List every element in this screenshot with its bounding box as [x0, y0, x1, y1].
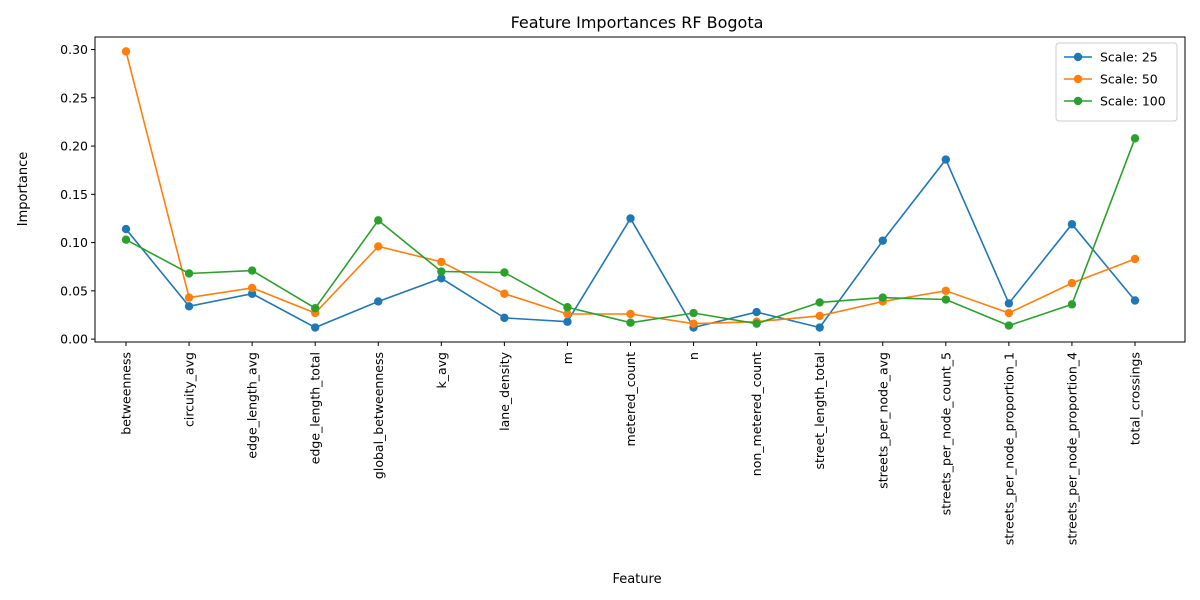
data-point	[1004, 321, 1014, 330]
data-point	[310, 323, 320, 332]
data-point	[689, 319, 698, 328]
x-tick-label: circuity_avg	[182, 352, 197, 427]
data-point	[500, 289, 509, 298]
x-tick-label: edge_length_avg	[245, 352, 260, 459]
data-point	[626, 318, 635, 327]
data-point	[815, 323, 824, 332]
y-tick-label: 0.20	[60, 139, 88, 154]
data-point	[689, 308, 698, 318]
data-point	[1067, 220, 1077, 229]
data-point	[247, 266, 257, 275]
y-tick-label: 0.30	[60, 42, 88, 57]
legend: Scale: 25 Scale: 50 Scale: 100	[1055, 42, 1178, 122]
x-tick-label: streets_per_node_proportion_4	[1064, 352, 1079, 545]
data-point	[310, 304, 320, 313]
y-tick-label: 0.05	[60, 283, 88, 298]
y-axis-label: Importance	[16, 152, 31, 227]
data-point	[1004, 308, 1014, 318]
x-tick-label: total_crossings	[1128, 352, 1143, 445]
data-point	[121, 224, 131, 234]
x-tick-label: non_metered_count	[749, 352, 764, 476]
data-point	[941, 286, 951, 296]
data-point	[563, 317, 572, 326]
x-tick-label: street_length_total	[812, 352, 827, 470]
x-tick-label: global_betweenness	[371, 352, 386, 479]
x-axis-label: Feature	[612, 572, 661, 587]
chart-title: Feature Importances RF Bogota	[511, 13, 764, 32]
y-tick-label: 0.10	[60, 235, 88, 250]
data-point	[878, 293, 887, 302]
series-line	[125, 51, 1136, 325]
x-tick-label: edge_length_total	[308, 352, 323, 464]
data-point	[247, 283, 257, 293]
x-tick-label: m	[560, 352, 575, 364]
y-tick-label: 0.00	[60, 332, 88, 347]
data-point	[941, 155, 951, 164]
data-point	[752, 307, 761, 317]
data-point	[1067, 278, 1077, 288]
data-point	[941, 295, 951, 304]
x-tick-label: streets_per_node_proportion_1	[1001, 352, 1016, 545]
data-point	[1130, 134, 1140, 143]
data-point	[247, 289, 257, 298]
data-point	[121, 47, 131, 56]
y-tick-label: 0.15	[60, 187, 88, 202]
legend-marker	[1073, 96, 1083, 106]
data-point	[500, 313, 509, 323]
data-point	[374, 242, 383, 251]
data-point	[121, 235, 131, 244]
data-point	[752, 319, 761, 328]
x-tick-label: lane_density	[497, 351, 512, 430]
legend-marker	[1073, 52, 1083, 62]
data-point	[500, 268, 509, 277]
x-tick-label: streets_per_node_avg	[875, 352, 890, 489]
data-point	[437, 267, 446, 276]
data-point	[563, 309, 572, 319]
x-tick-label: metered_count	[623, 352, 638, 447]
legend-label: Scale: 25	[1100, 50, 1158, 65]
x-tick-label: k_avg	[434, 352, 449, 388]
data-point	[563, 303, 572, 312]
data-point	[437, 274, 446, 283]
data-point	[184, 293, 194, 302]
data-point	[878, 236, 887, 245]
data-point	[184, 302, 194, 311]
plot-frame	[94, 36, 1186, 343]
x-tick-label: streets_per_node_count_5	[938, 352, 953, 515]
x-tick-label: n	[686, 352, 701, 360]
data-point	[184, 269, 194, 278]
x-tick-label: betweenness	[119, 352, 134, 435]
plot-area: 0.00 0.05 0.10 0.15 0.20 0.25 0.30 betweenness c…	[60, 36, 1186, 545]
y-tick-label: 0.25	[60, 90, 88, 105]
data-point	[374, 297, 383, 306]
data-point	[815, 311, 824, 321]
series-line	[125, 158, 1136, 329]
legend-label: Scale: 50	[1100, 72, 1158, 87]
legend-label: Scale: 100	[1100, 94, 1166, 109]
data-point	[626, 309, 635, 319]
data-point	[1004, 299, 1014, 308]
data-point	[374, 216, 383, 225]
data-point	[1067, 300, 1077, 309]
data-point	[815, 298, 824, 307]
data-point	[1130, 254, 1140, 264]
data-point	[626, 214, 635, 223]
data-point	[1130, 296, 1140, 305]
legend-marker	[1073, 74, 1083, 84]
data-point	[437, 257, 446, 267]
